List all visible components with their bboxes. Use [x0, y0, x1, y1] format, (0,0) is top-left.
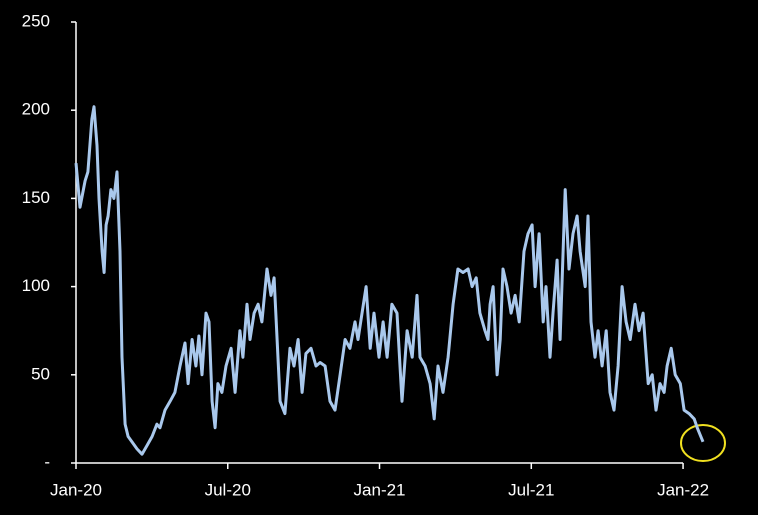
x-tick-label: Jul-21	[508, 480, 554, 499]
data-line	[74, 105, 705, 456]
x-tick-label: Jan-21	[354, 480, 406, 499]
y-tick-label: 150	[22, 188, 50, 207]
x-tick-label: Jan-22	[657, 480, 709, 499]
x-tick-label: Jul-20	[205, 480, 251, 499]
y-tick-label: 250	[22, 11, 50, 30]
y-tick-label: 50	[31, 364, 50, 383]
y-tick-label: 100	[22, 276, 50, 295]
y-tick-label: -	[44, 452, 50, 471]
x-tick-label: Jan-20	[50, 480, 102, 499]
y-tick-label: 200	[22, 100, 50, 119]
highlight-circle	[680, 424, 726, 462]
